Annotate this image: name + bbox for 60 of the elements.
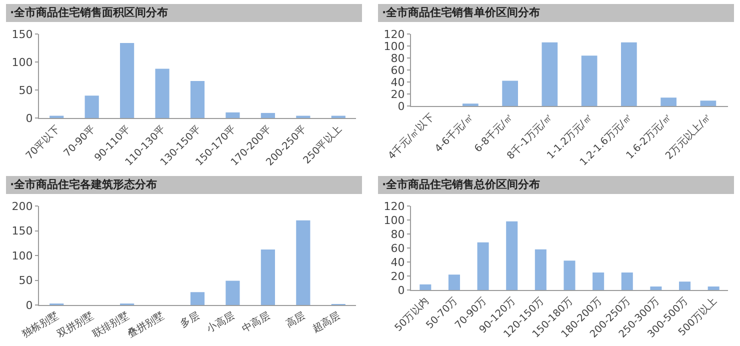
bar <box>84 96 99 118</box>
bar <box>564 260 576 290</box>
y-tick-label: 120 <box>384 28 405 41</box>
x-tick-label: 超高层 <box>310 310 342 335</box>
bar <box>581 56 598 106</box>
bar <box>592 272 604 290</box>
y-tick-label: 60 <box>390 64 405 77</box>
bar <box>226 112 240 118</box>
bar <box>506 221 518 290</box>
y-tick-label: 40 <box>390 76 405 89</box>
y-tick-label: 100 <box>384 214 405 227</box>
y-tick-label: 100 <box>384 40 405 53</box>
y-tick-label: 200 <box>12 200 33 213</box>
y-tick-label: 0 <box>26 298 33 312</box>
y-tick-label: 50 <box>18 274 33 288</box>
y-tick-label: 150 <box>12 224 33 238</box>
bar <box>155 68 170 118</box>
y-tick-label: 150 <box>12 28 33 41</box>
bar <box>650 286 662 290</box>
y-tick-label: 40 <box>390 256 405 269</box>
y-tick-label: 80 <box>390 228 405 241</box>
x-tick-label: 中高层 <box>240 310 272 335</box>
y-tick-label: 100 <box>12 56 33 69</box>
y-tick-label: 80 <box>390 52 405 65</box>
bar <box>226 280 240 305</box>
x-tick-label: 70平以下 <box>24 123 62 162</box>
bar <box>700 100 716 106</box>
y-tick-label: 50 <box>18 84 33 97</box>
chart-title: ·全市商品住宅销售总价区间分布 <box>378 176 734 194</box>
y-tick-label: 0 <box>398 100 405 113</box>
bar <box>190 292 205 305</box>
y-tick-label: 20 <box>390 88 405 101</box>
bar <box>477 242 489 290</box>
bar <box>708 286 720 290</box>
bar <box>448 274 460 290</box>
y-tick-label: 60 <box>390 242 405 255</box>
bar <box>679 282 691 290</box>
bar <box>660 98 676 106</box>
y-tick-label: 100 <box>12 249 33 262</box>
x-tick-label: 小高层 <box>204 310 237 335</box>
bar <box>190 81 205 118</box>
bar <box>502 80 518 106</box>
chart-title: ·全市商品住宅销售面积区间分布 <box>6 4 362 22</box>
bar <box>621 42 637 106</box>
y-tick-label: 120 <box>384 200 405 213</box>
bar <box>120 42 134 118</box>
x-tick-label: 多层 <box>178 310 202 330</box>
bar <box>621 272 633 290</box>
chart-title: ·全市商品住宅各建筑形态分布 <box>6 176 362 194</box>
y-tick-label: 20 <box>390 270 405 283</box>
x-tick-label: 高层 <box>284 310 308 330</box>
y-tick-label: 0 <box>26 112 33 125</box>
bar <box>534 249 546 290</box>
bar <box>296 220 310 305</box>
bar <box>420 284 432 290</box>
bar <box>542 42 558 106</box>
chart-title: ·全市商品住宅销售单价区间分布 <box>378 4 734 22</box>
bar <box>260 250 275 305</box>
y-tick-label: 0 <box>398 284 405 297</box>
bar <box>260 112 275 118</box>
